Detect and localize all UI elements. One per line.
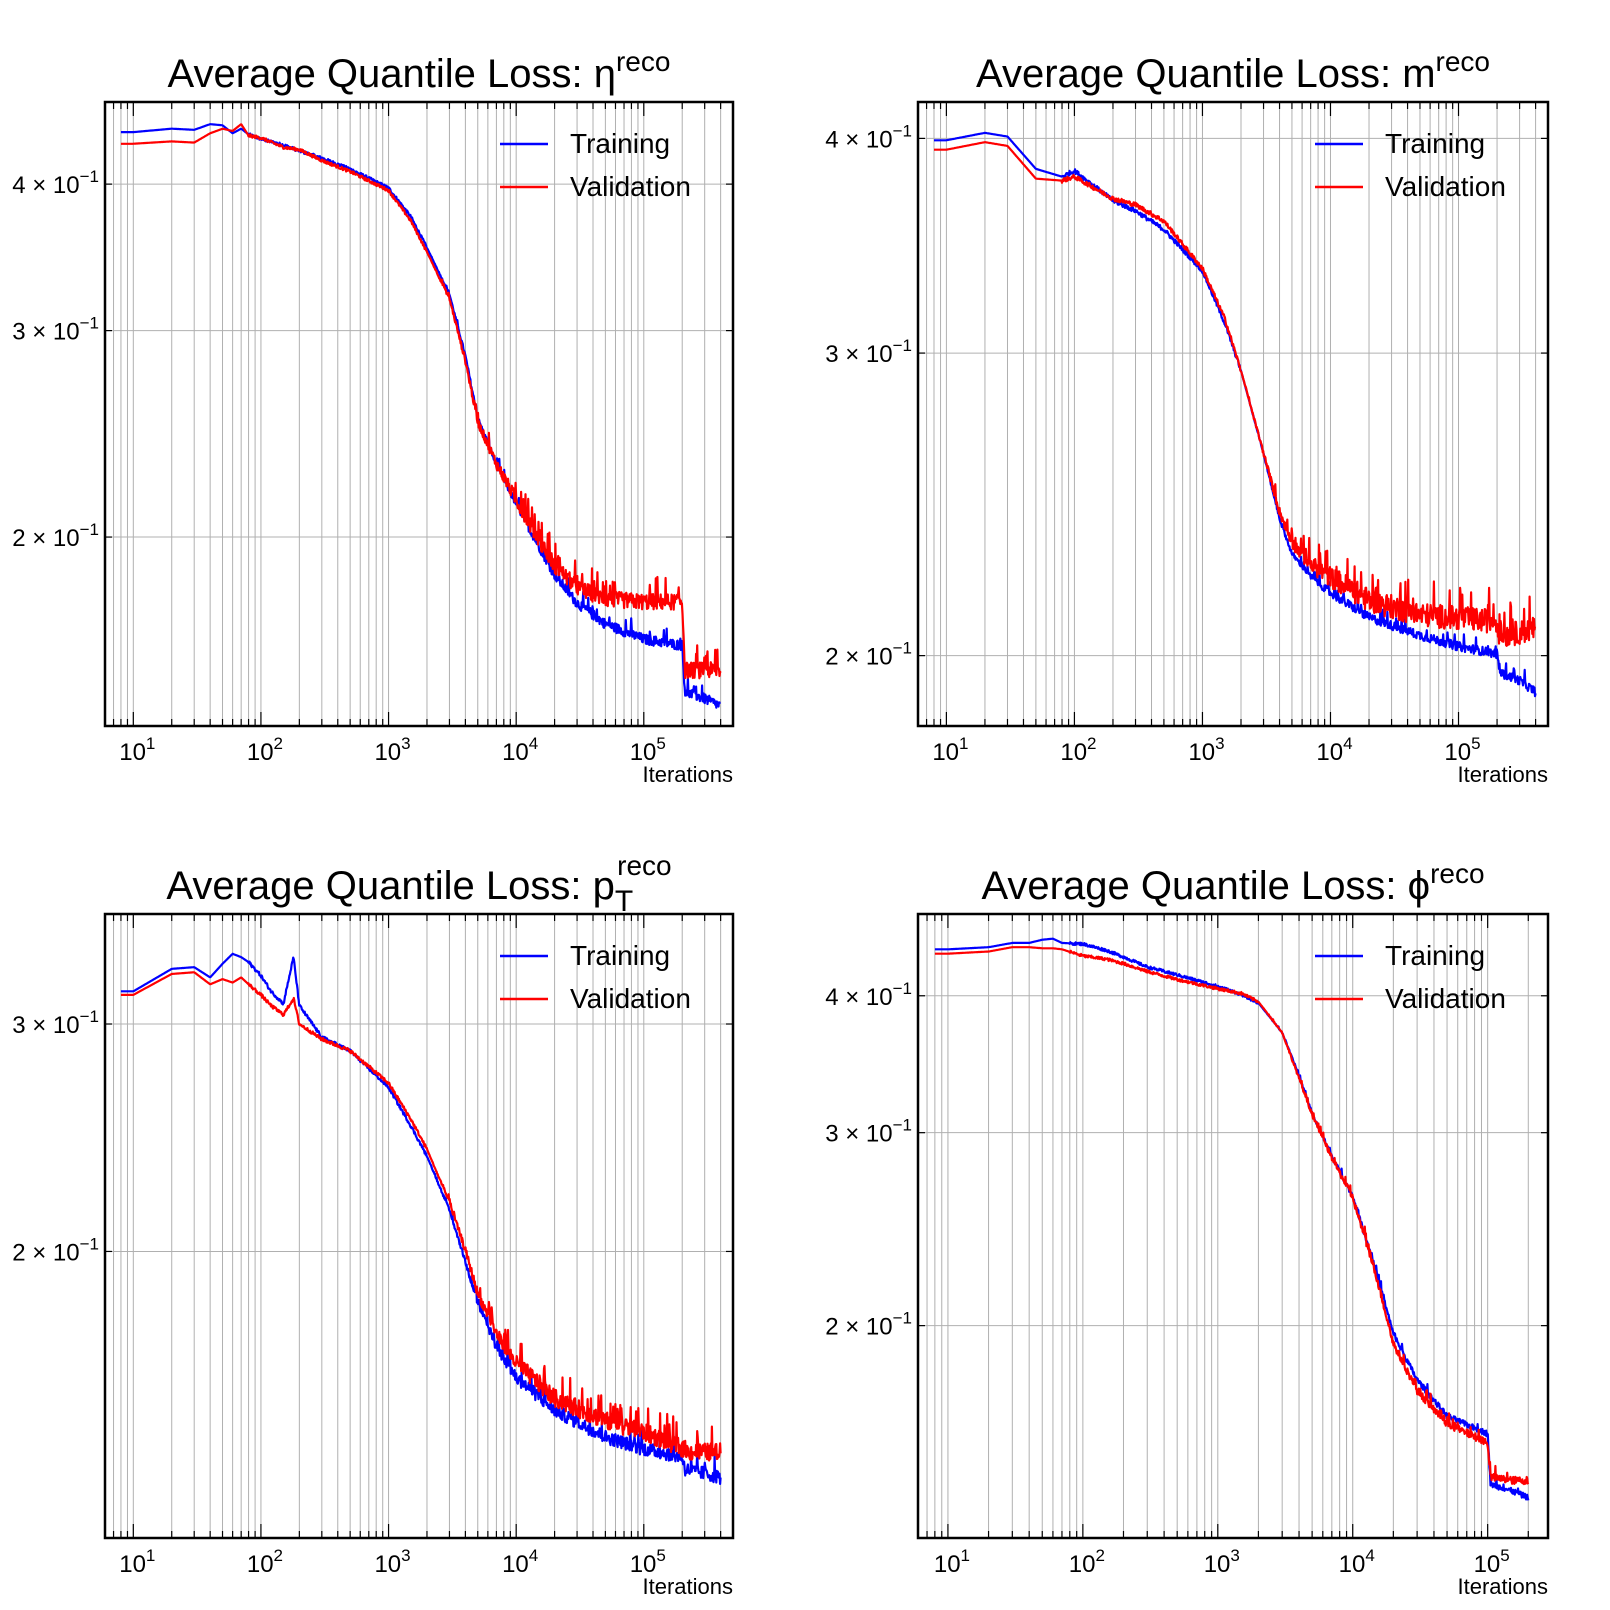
x-tick-label: 102 — [247, 1546, 283, 1578]
y-tick-label: 2 × 10−1 — [12, 520, 99, 552]
axes-frame — [103, 100, 735, 728]
x-tick-label: 104 — [502, 734, 538, 766]
x-tick-label: 101 — [119, 734, 155, 766]
series-line-training — [120, 123, 722, 709]
x-tick-label: 102 — [1060, 734, 1096, 766]
y-tick-label: 3 × 10−1 — [12, 314, 99, 346]
grid-lines — [918, 102, 1548, 726]
x-tick-label: 105 — [630, 734, 666, 766]
series-line-validation — [120, 971, 722, 1462]
y-tick-label: 3 × 10−1 — [825, 336, 912, 368]
legend-label-training: Training — [570, 940, 670, 971]
legend: Training Validation — [500, 940, 691, 1014]
x-tick-label: 104 — [1316, 734, 1352, 766]
subplot-3: 4 × 10−1 3 × 10−1 2 × 10−1 101 102 103 104 105I… — [825, 858, 1550, 1599]
x-tick-label: 103 — [374, 734, 410, 766]
axes-frame — [916, 912, 1550, 1540]
series-group — [120, 952, 722, 1485]
x-tick-label: 102 — [1069, 1546, 1105, 1578]
y-tick-label: 4 × 10−1 — [825, 979, 912, 1011]
y-tick-label: 2 × 10−1 — [825, 639, 912, 671]
legend-label-validation: Validation — [570, 171, 691, 202]
x-tick-label: 104 — [502, 1546, 538, 1578]
series-line-validation — [120, 123, 722, 680]
legend-label-validation: Validation — [570, 983, 691, 1014]
axes-frame — [916, 100, 1550, 728]
subplot-1: 4 × 10−1 3 × 10−1 2 × 10−1 101 102 103 104 105I… — [825, 46, 1550, 787]
chart-title: Average Quantile Loss: mreco — [976, 46, 1490, 96]
y-tick-label: 3 × 10−1 — [825, 1116, 912, 1148]
x-tick-label: 101 — [119, 1546, 155, 1578]
legend: Training Validation — [1315, 940, 1506, 1014]
series-group — [934, 937, 1530, 1501]
x-axis-label: Iterations — [643, 762, 734, 787]
legend-label-training: Training — [1385, 940, 1485, 971]
x-tick-label: 105 — [1444, 734, 1480, 766]
x-tick-label: 104 — [1339, 1546, 1375, 1578]
series-group — [120, 123, 722, 709]
legend-label-validation: Validation — [1385, 171, 1506, 202]
x-tick-label: 101 — [934, 1546, 970, 1578]
y-tick-label: 4 × 10−1 — [825, 121, 912, 153]
grid-lines — [105, 914, 733, 1538]
x-tick-label: 103 — [1204, 1546, 1240, 1578]
subplot-0: 4 × 10−1 3 × 10−1 2 × 10−1 101 102 103 104 105I… — [12, 46, 735, 787]
subplot-2: 3 × 10−1 2 × 10−1 101 102 103 104 105Iteration… — [12, 850, 735, 1599]
grid-lines — [918, 914, 1548, 1538]
x-axis-label: Iterations — [643, 1574, 734, 1599]
series-group — [933, 131, 1537, 698]
x-tick-label: 103 — [1188, 734, 1224, 766]
chart-title: Average Quantile Loss: pTreco — [166, 850, 671, 918]
legend-label-training: Training — [570, 128, 670, 159]
y-tick-label: 3 × 10−1 — [12, 1007, 99, 1039]
x-tick-label: 105 — [630, 1546, 666, 1578]
legend: Training Validation — [500, 128, 691, 202]
x-axis-label: Iterations — [1458, 1574, 1549, 1599]
x-axis-label: Iterations — [1458, 762, 1549, 787]
legend-label-training: Training — [1385, 128, 1485, 159]
y-tick-label: 2 × 10−1 — [825, 1309, 912, 1341]
x-tick-label: 103 — [374, 1546, 410, 1578]
legend: Training Validation — [1315, 128, 1506, 202]
axes-frame — [103, 912, 735, 1540]
x-tick-label: 101 — [932, 734, 968, 766]
series-line-validation — [934, 946, 1530, 1486]
legend-label-validation: Validation — [1385, 983, 1506, 1014]
y-tick-label: 2 × 10−1 — [12, 1234, 99, 1266]
y-tick-label: 4 × 10−1 — [12, 167, 99, 199]
x-tick-label: 102 — [247, 734, 283, 766]
chart-title: Average Quantile Loss: ηreco — [168, 46, 671, 96]
chart-title: Average Quantile Loss: ϕreco — [981, 858, 1484, 908]
series-line-training — [120, 952, 722, 1485]
series-line-validation — [933, 141, 1537, 647]
x-tick-label: 105 — [1474, 1546, 1510, 1578]
